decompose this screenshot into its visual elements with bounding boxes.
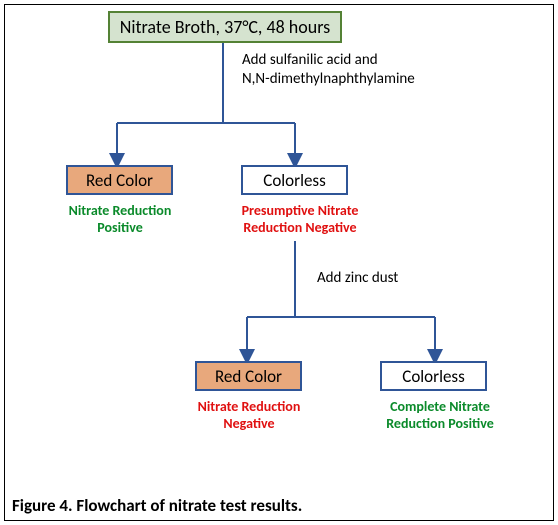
node-root-label: Nitrate Broth, 37°C, 48 hours [120,16,330,38]
result-presumptive-negative: Presumptive Nitrate Reduction Negative [225,203,375,237]
figure-caption: Figure 4. Flowchart of nitrate test resu… [12,495,302,516]
r-col1-line2: Reduction Negative [243,219,356,236]
step-add-reagents: Add sulfanilic acid and N,N-dimethylnaph… [242,51,482,89]
result-nitrate-negative: Nitrate Reduction Negative [185,399,313,433]
node-colorless2-label: Colorless [402,366,464,387]
step-add-zinc: Add zinc dust [317,269,467,288]
node-colorless-1: Colorless [241,165,348,195]
flowchart-frame: Nitrate Broth, 37°C, 48 hours Add sulfan… [4,4,554,521]
node-red-color-2: Red Color [195,361,302,391]
node-red1-label: Red Color [86,170,153,191]
node-red-color-1: Red Color [66,165,173,195]
r-col2-line2: Reduction Positive [386,415,494,432]
node-red2-label: Red Color [215,366,282,387]
node-root: Nitrate Broth, 37°C, 48 hours [108,11,342,43]
r-red2-line2: Negative [223,415,274,432]
step1-line1: Add sulfanilic acid and [242,51,378,69]
r-col2-line1: Complete Nitrate [390,398,490,415]
node-colorless-2: Colorless [380,361,487,391]
result-complete-positive: Complete Nitrate Reduction Positive [375,399,505,433]
caption-text: Figure 4. Flowchart of nitrate test resu… [12,495,302,516]
r-col1-line1: Presumptive Nitrate [242,202,359,219]
result-nitrate-positive: Nitrate Reduction Positive [53,203,187,237]
r-red1-line1: Nitrate Reduction [69,202,172,219]
r-red1-line2: Positive [97,219,143,236]
node-colorless1-label: Colorless [263,170,325,191]
step2-label: Add zinc dust [317,269,398,287]
r-red2-line1: Nitrate Reduction [198,398,301,415]
step1-line2: N,N-dimethylnaphthylamine [242,70,415,88]
